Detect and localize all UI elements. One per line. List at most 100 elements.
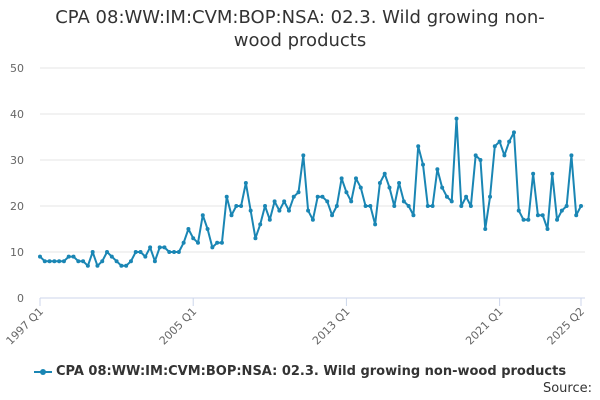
data-point[interactable]	[57, 259, 62, 264]
data-point[interactable]	[133, 250, 138, 254]
data-point[interactable]	[272, 199, 277, 204]
data-point[interactable]	[358, 185, 363, 190]
data-point[interactable]	[253, 236, 258, 241]
data-point[interactable]	[330, 213, 335, 218]
data-point[interactable]	[320, 194, 325, 199]
data-point[interactable]	[138, 250, 143, 254]
data-point[interactable]	[449, 199, 454, 204]
data-point[interactable]	[468, 204, 473, 208]
data-point[interactable]	[200, 213, 205, 218]
data-point[interactable]	[205, 227, 210, 231]
data-point[interactable]	[339, 176, 344, 181]
data-point[interactable]	[483, 227, 488, 231]
data-point[interactable]	[157, 245, 162, 250]
data-point[interactable]	[411, 213, 416, 218]
data-point[interactable]	[516, 208, 521, 213]
data-point[interactable]	[401, 199, 406, 204]
data-point[interactable]	[258, 222, 263, 227]
data-point[interactable]	[263, 204, 268, 208]
data-point[interactable]	[66, 254, 71, 259]
data-point[interactable]	[128, 259, 133, 264]
data-point[interactable]	[61, 259, 66, 264]
data-point[interactable]	[535, 213, 540, 218]
data-point[interactable]	[521, 217, 526, 222]
data-point[interactable]	[531, 171, 536, 176]
data-point[interactable]	[377, 181, 382, 185]
data-point[interactable]	[286, 208, 291, 213]
data-point[interactable]	[473, 153, 478, 158]
data-point[interactable]	[353, 176, 358, 181]
data-point[interactable]	[368, 204, 373, 208]
data-point[interactable]	[416, 144, 421, 149]
data-point[interactable]	[435, 167, 440, 172]
data-point[interactable]	[540, 213, 545, 218]
data-point[interactable]	[210, 245, 215, 250]
data-point[interactable]	[310, 217, 315, 222]
data-point[interactable]	[143, 254, 148, 259]
data-point[interactable]	[248, 208, 253, 213]
data-point[interactable]	[526, 217, 531, 222]
data-series[interactable]	[38, 116, 583, 268]
data-point[interactable]	[76, 259, 81, 264]
data-point[interactable]	[564, 204, 569, 208]
data-point[interactable]	[277, 208, 282, 213]
data-point[interactable]	[511, 130, 516, 135]
data-point[interactable]	[195, 240, 200, 245]
data-point[interactable]	[454, 116, 459, 121]
data-point[interactable]	[296, 190, 301, 195]
data-point[interactable]	[459, 204, 464, 208]
data-point[interactable]	[397, 181, 402, 185]
data-point[interactable]	[172, 250, 177, 254]
data-point[interactable]	[186, 227, 191, 231]
data-point[interactable]	[95, 263, 100, 268]
data-point[interactable]	[239, 204, 244, 208]
data-point[interactable]	[373, 222, 378, 227]
data-point[interactable]	[444, 194, 449, 199]
data-point[interactable]	[81, 259, 86, 264]
data-point[interactable]	[382, 171, 387, 176]
data-point[interactable]	[162, 245, 167, 250]
data-point[interactable]	[488, 194, 493, 199]
data-point[interactable]	[507, 139, 512, 144]
data-point[interactable]	[349, 199, 354, 204]
data-point[interactable]	[574, 213, 579, 218]
data-point[interactable]	[425, 204, 430, 208]
data-point[interactable]	[42, 259, 47, 264]
data-point[interactable]	[267, 217, 272, 222]
data-point[interactable]	[406, 204, 411, 208]
data-point[interactable]	[90, 250, 95, 254]
data-point[interactable]	[421, 162, 426, 167]
data-point[interactable]	[85, 263, 90, 268]
data-point[interactable]	[315, 194, 320, 199]
data-point[interactable]	[191, 236, 196, 241]
data-point[interactable]	[167, 250, 172, 254]
data-point[interactable]	[47, 259, 52, 264]
data-point[interactable]	[181, 240, 186, 245]
data-point[interactable]	[555, 217, 560, 222]
data-point[interactable]	[215, 240, 220, 245]
data-point[interactable]	[464, 194, 469, 199]
data-point[interactable]	[430, 204, 435, 208]
data-point[interactable]	[224, 194, 229, 199]
data-point[interactable]	[148, 245, 153, 250]
data-point[interactable]	[176, 250, 181, 254]
data-point[interactable]	[363, 204, 368, 208]
data-point[interactable]	[392, 204, 397, 208]
data-point[interactable]	[559, 208, 564, 213]
legend[interactable]: CPA 08:WW:IM:CVM:BOP:NSA: 02.3. Wild gro…	[0, 364, 600, 379]
data-point[interactable]	[229, 213, 234, 218]
data-point[interactable]	[492, 144, 497, 149]
data-point[interactable]	[334, 204, 339, 208]
data-point[interactable]	[291, 194, 296, 199]
data-point[interactable]	[301, 153, 306, 158]
data-point[interactable]	[344, 190, 349, 195]
data-point[interactable]	[219, 240, 224, 245]
data-point[interactable]	[387, 185, 392, 190]
data-point[interactable]	[119, 263, 124, 268]
data-point[interactable]	[243, 181, 248, 185]
data-point[interactable]	[579, 204, 583, 208]
data-point[interactable]	[234, 204, 239, 208]
data-point[interactable]	[569, 153, 574, 158]
data-point[interactable]	[152, 259, 157, 264]
data-point[interactable]	[497, 139, 502, 144]
